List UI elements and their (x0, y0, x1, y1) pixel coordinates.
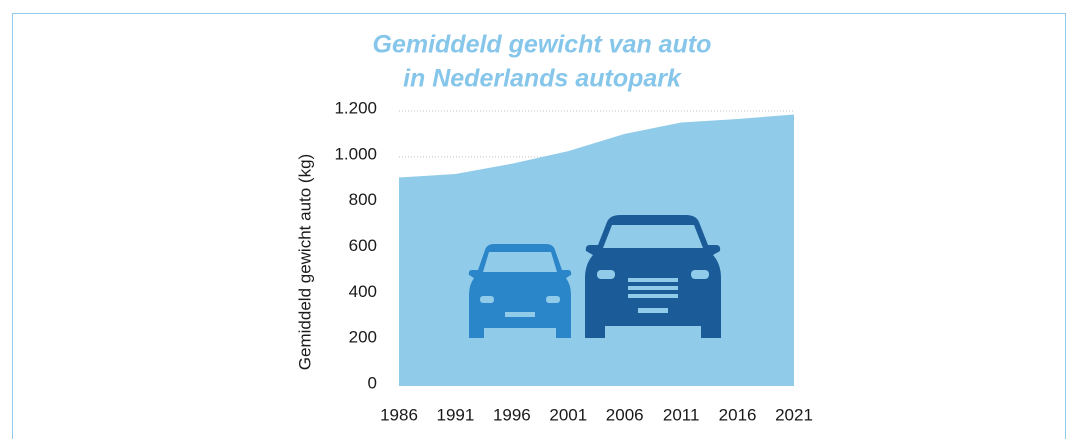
chart-title: in Nederlands autopark (403, 65, 682, 93)
y-tick-label: 1.200 (334, 98, 377, 117)
x-tick-label: 2006 (606, 405, 644, 424)
x-tick-label: 2016 (719, 405, 757, 424)
small-car (468, 244, 572, 338)
x-tick-label: 2001 (549, 405, 587, 424)
chart-title: Gemiddeld gewicht van auto (373, 31, 712, 59)
x-tick-label: 2011 (663, 405, 700, 424)
y-tick-label: 0 (368, 373, 377, 392)
x-tick-label: 2021 (775, 405, 813, 424)
y-tick-label: 1.000 (334, 144, 377, 163)
car-icons (468, 215, 721, 338)
x-tick-label: 1996 (493, 405, 531, 424)
y-tick-label: 200 (349, 328, 377, 347)
y-tick-label: 600 (349, 236, 377, 255)
y-tick-label: 400 (349, 282, 377, 301)
frame (12, 13, 1066, 439)
large-car (585, 215, 721, 338)
x-tick-label: 1986 (380, 405, 418, 424)
y-tick-label: 800 (349, 190, 377, 209)
x-tick-label: 1991 (437, 405, 475, 424)
y-axis-label: Gemiddeld gewicht auto (kg) (295, 154, 314, 370)
